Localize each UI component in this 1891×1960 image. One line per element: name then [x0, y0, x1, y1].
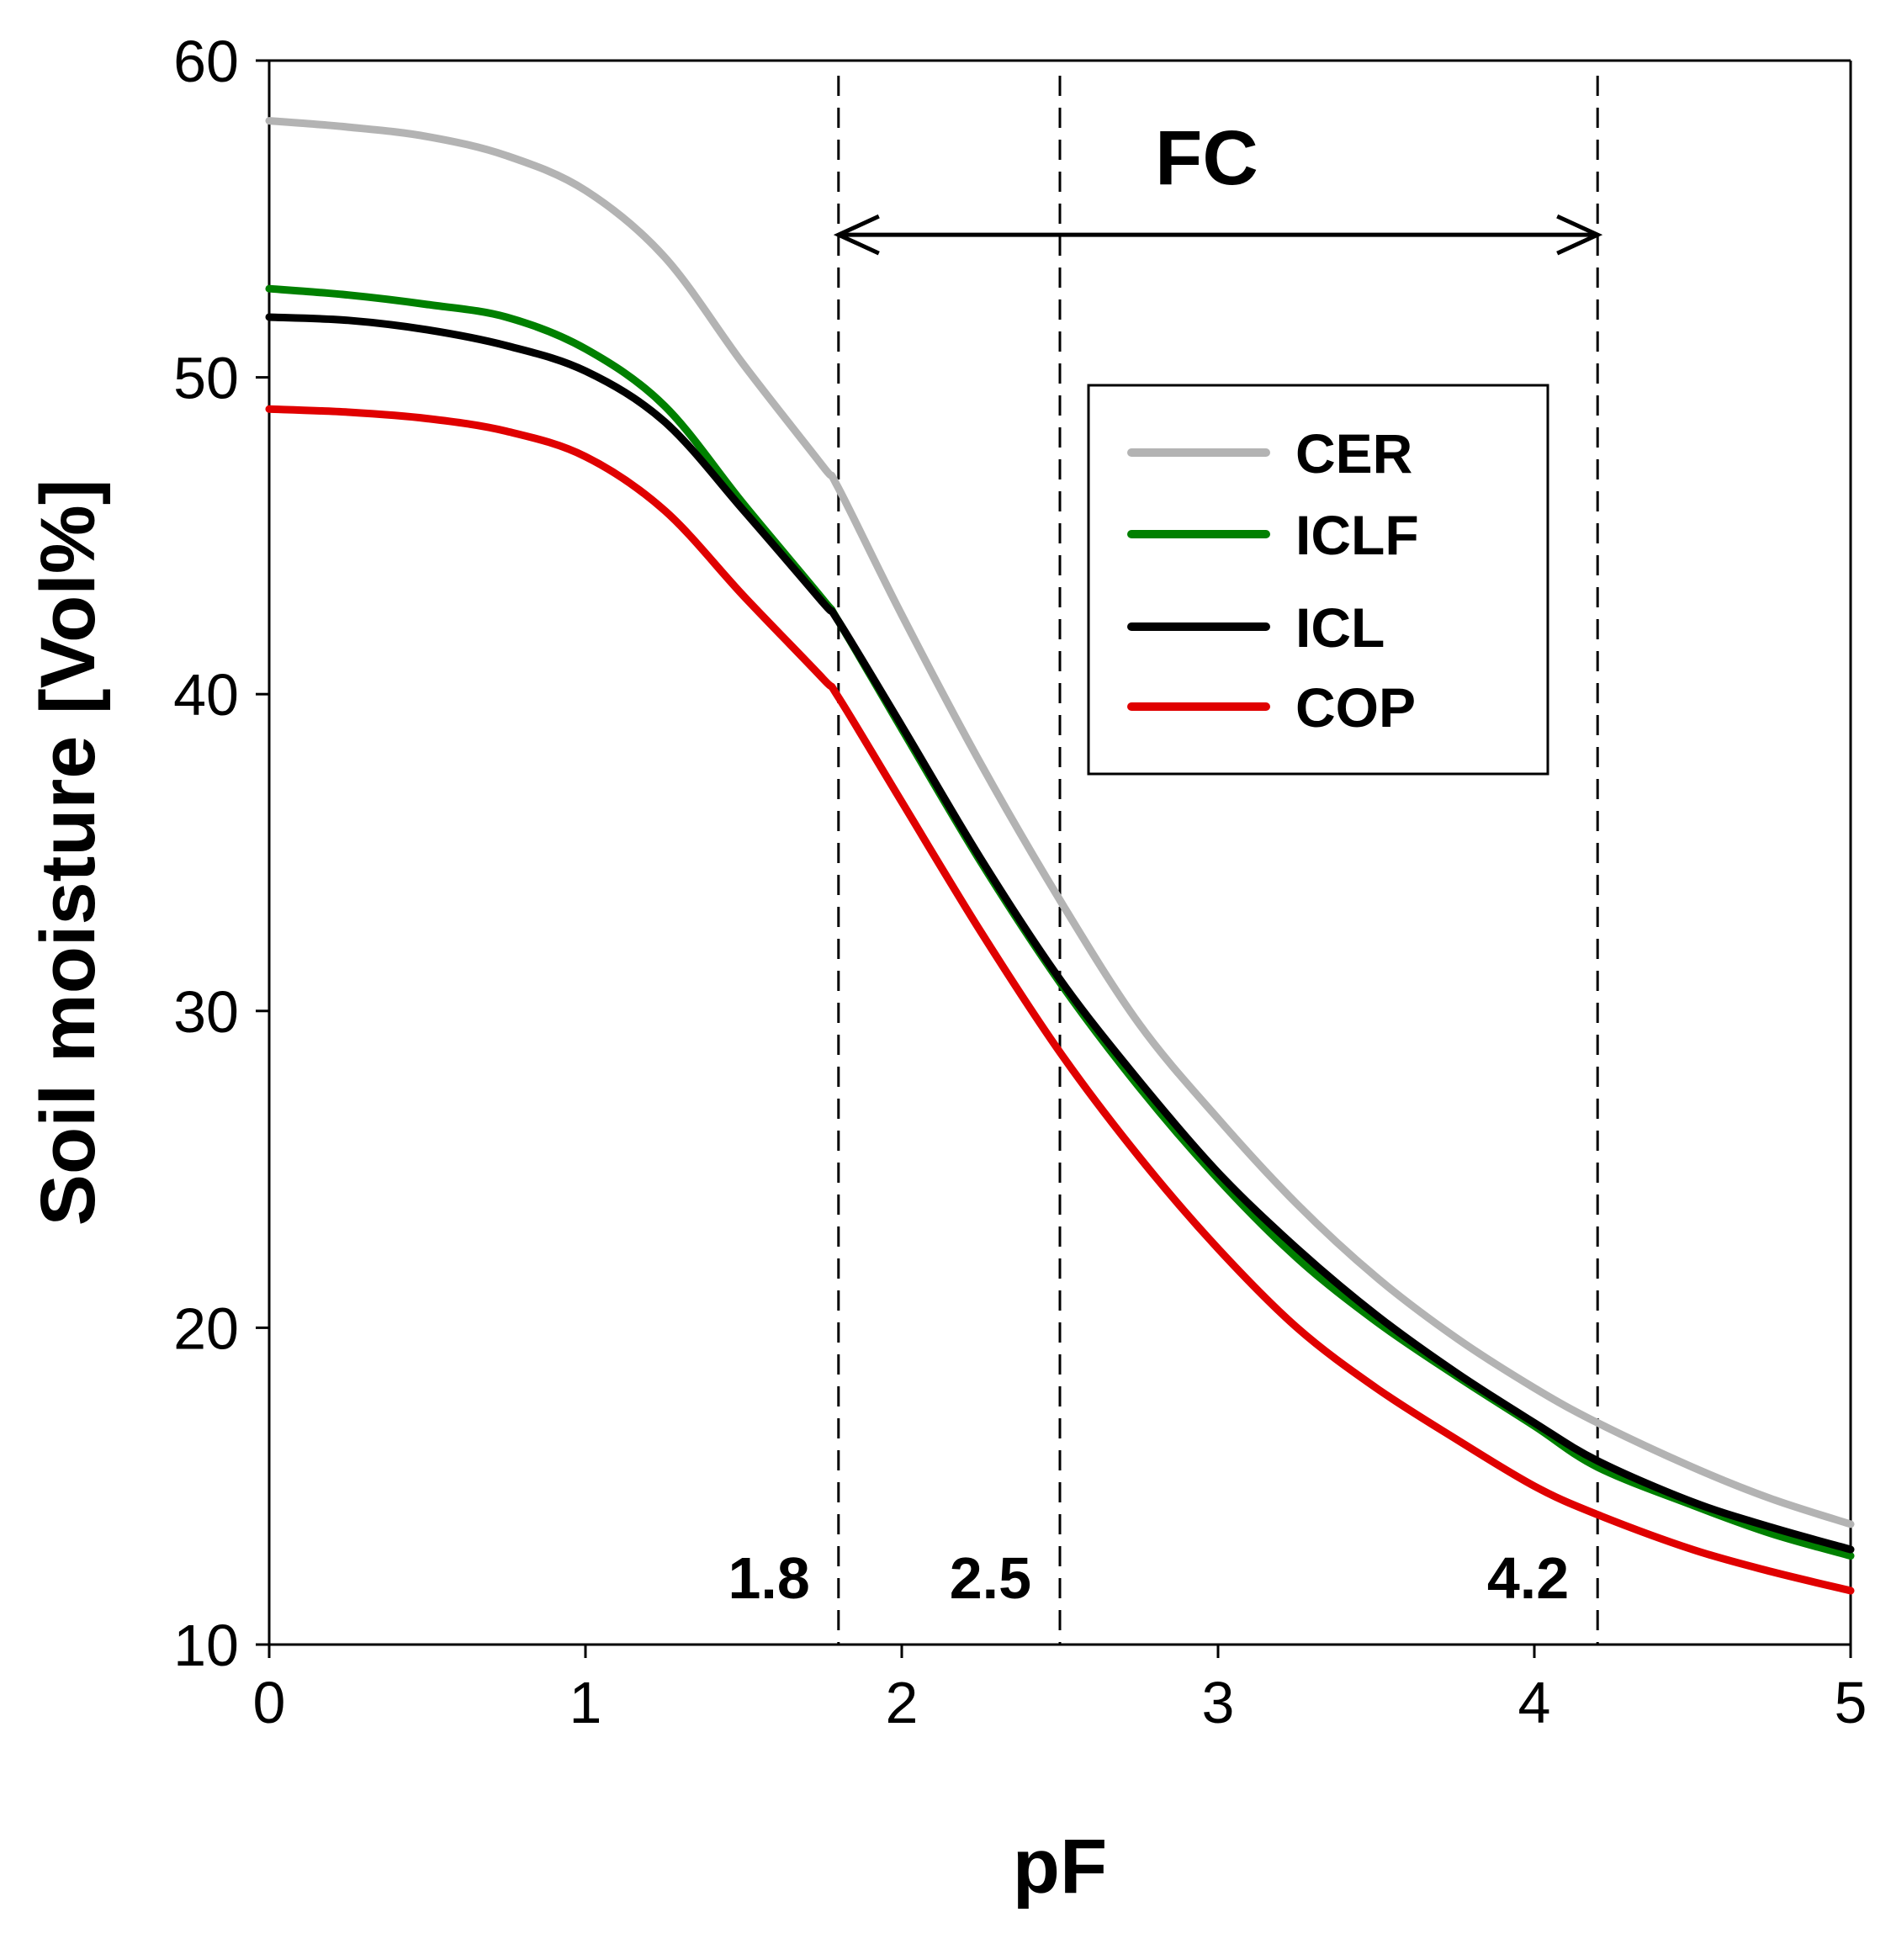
x-axis-title: pF [1013, 1824, 1107, 1910]
series-line-icl [265, 313, 1855, 1554]
y-tick-label: 10 [173, 1613, 239, 1678]
legend-label-iclf: ICLF [1295, 504, 1419, 566]
x-tick-label: 1 [569, 1670, 602, 1735]
legend-label-cer: CER [1295, 422, 1412, 485]
y-tick-label: 20 [173, 1295, 239, 1361]
x-tick-label: 5 [1835, 1670, 1867, 1735]
y-tick-label: 60 [173, 29, 239, 94]
fc-range-annotation: FC [833, 115, 1603, 256]
y-tick-label: 50 [173, 346, 239, 411]
series-lines [265, 117, 1855, 1595]
legend-label-cop: COP [1295, 676, 1416, 739]
y-tick-label: 40 [173, 662, 239, 728]
legend-label-icl: ICL [1295, 596, 1385, 659]
x-tick-label: 3 [1202, 1670, 1235, 1735]
reference-label-4.2: 4.2 [1487, 1545, 1569, 1611]
x-tick-label: 0 [253, 1670, 286, 1735]
fc-label: FC [1155, 115, 1258, 201]
reference-lines: 1.8 2.5 4.2 [728, 76, 1599, 1645]
fc-arrow-head-right [1556, 214, 1603, 256]
fc-arrow-head-left [833, 214, 880, 256]
series-line-cer [265, 117, 1855, 1528]
reference-label-1.8: 1.8 [728, 1545, 809, 1611]
series-line-cop [265, 405, 1855, 1595]
x-tick-label: 4 [1518, 1670, 1551, 1735]
y-tick-label: 30 [173, 979, 239, 1045]
x-axis-ticks: 0 1 2 3 4 5 [253, 1645, 1867, 1735]
y-axis-ticks: 10 20 30 40 50 60 [173, 29, 269, 1678]
y-axis-title: Soil moisture [Vol%] [25, 479, 111, 1226]
reference-label-2.5: 2.5 [950, 1545, 1031, 1611]
x-tick-label: 2 [886, 1670, 919, 1735]
legend: CER ICLF ICL COP [1087, 384, 1549, 776]
